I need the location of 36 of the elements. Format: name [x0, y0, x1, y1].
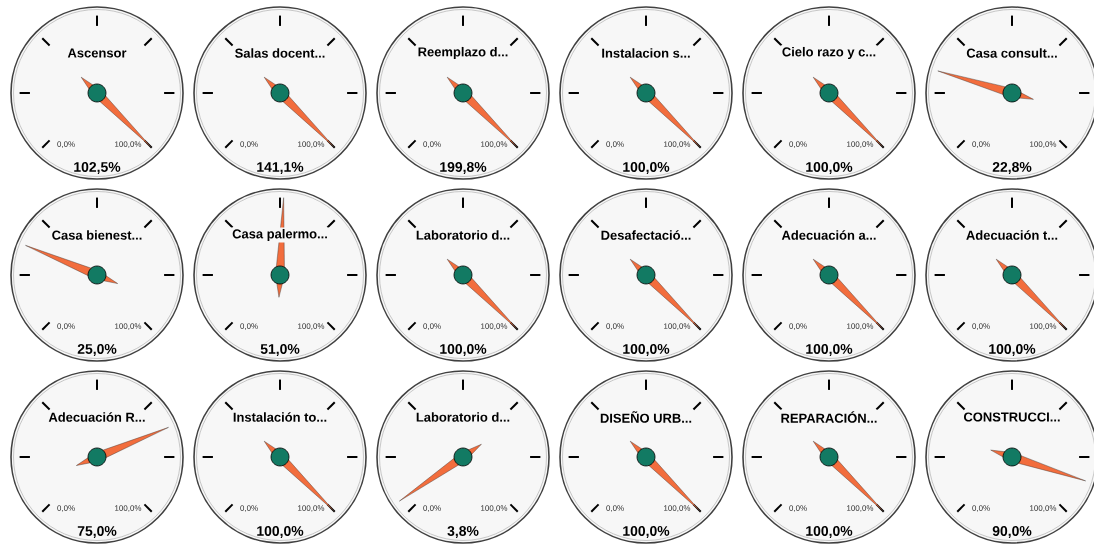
text: Reemplazo d...	[418, 46, 508, 60]
text: Adecuación a...	[781, 230, 876, 240]
data-label: 100,0%	[623, 162, 670, 174]
data-label: 199,8%	[440, 162, 487, 174]
data-label: 100,0%	[257, 526, 304, 538]
text: Instalación to...	[233, 412, 327, 422]
text: Adecuación R...	[48, 412, 145, 422]
text: REPARACIÓN...	[781, 411, 877, 423]
text: Laboratorio d...	[416, 412, 510, 422]
data-label: 102,5%	[74, 162, 121, 174]
text: Laboratorio d...	[416, 230, 510, 240]
text: Instalacion s...	[602, 48, 690, 58]
text: Ascensor	[67, 48, 127, 58]
data-label: 3,8%	[447, 526, 479, 538]
data-label: 75,0%	[77, 526, 117, 538]
text: Cielo razo y c...	[782, 46, 876, 60]
data-label: 100,0%	[806, 162, 853, 174]
text: Casa palermo...	[232, 228, 327, 242]
data-label: 90,0%	[992, 526, 1032, 538]
data-label: 100,0%	[440, 344, 487, 356]
data-label: 141,1%	[257, 162, 304, 174]
text: Casa consult...	[966, 48, 1057, 58]
text: DISEÑO URB...	[600, 411, 692, 423]
data-label: 100,0%	[806, 526, 853, 538]
data-label: 25,0%	[77, 344, 117, 356]
data-label: 51,0%	[260, 344, 300, 356]
text: CONSTRUCCI...	[963, 412, 1060, 422]
data-label: 100,0%	[989, 344, 1036, 356]
text: Desafectació...	[601, 230, 691, 240]
data-label: 100,0%	[623, 526, 670, 538]
text: Casa bienest...	[52, 230, 142, 240]
data-label: 22,8%	[992, 162, 1032, 174]
text: Adecuación t...	[966, 230, 1058, 240]
text: Salas docent...	[235, 48, 325, 58]
data-label: 100,0%	[806, 344, 853, 356]
data-label: 100,0%	[623, 344, 670, 356]
